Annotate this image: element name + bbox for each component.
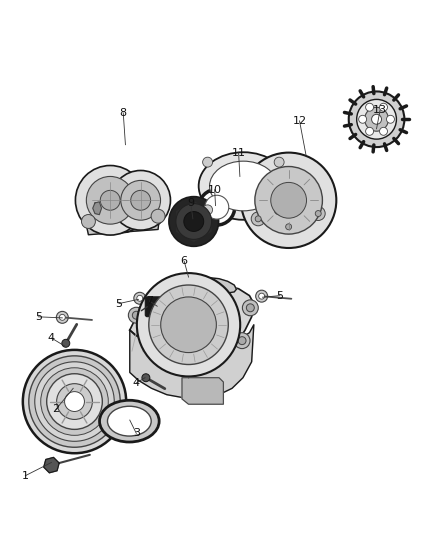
Text: 1: 1	[22, 471, 29, 481]
Circle shape	[364, 107, 389, 131]
Circle shape	[184, 212, 204, 231]
Circle shape	[29, 356, 120, 447]
Text: 4: 4	[48, 333, 55, 343]
Text: 5: 5	[35, 312, 42, 322]
Ellipse shape	[210, 161, 277, 211]
Ellipse shape	[199, 152, 288, 220]
Text: 5: 5	[115, 298, 122, 309]
Circle shape	[315, 211, 321, 216]
Circle shape	[131, 190, 151, 210]
Circle shape	[366, 127, 374, 135]
Circle shape	[349, 92, 404, 147]
Text: 9: 9	[187, 198, 194, 208]
Circle shape	[271, 182, 307, 218]
Circle shape	[255, 166, 322, 234]
Circle shape	[23, 350, 126, 453]
Circle shape	[142, 374, 150, 382]
Text: 5: 5	[276, 290, 283, 301]
Polygon shape	[44, 457, 59, 473]
Circle shape	[153, 338, 169, 354]
Circle shape	[64, 392, 85, 411]
Text: 7: 7	[146, 296, 153, 306]
Polygon shape	[182, 378, 223, 404]
Circle shape	[62, 340, 70, 348]
Circle shape	[286, 224, 292, 230]
Polygon shape	[256, 207, 319, 229]
Circle shape	[203, 157, 212, 167]
Text: 11: 11	[232, 148, 246, 158]
Circle shape	[241, 152, 336, 248]
Text: 10: 10	[208, 185, 222, 195]
Circle shape	[41, 368, 108, 435]
Circle shape	[234, 333, 250, 349]
Circle shape	[251, 212, 265, 226]
Polygon shape	[130, 282, 254, 356]
Circle shape	[161, 297, 216, 353]
Circle shape	[132, 311, 140, 319]
Polygon shape	[93, 202, 102, 215]
Circle shape	[134, 292, 146, 304]
Circle shape	[256, 290, 268, 302]
Circle shape	[47, 374, 102, 430]
Circle shape	[380, 127, 388, 135]
Circle shape	[371, 114, 381, 124]
Circle shape	[238, 337, 246, 345]
Circle shape	[59, 314, 65, 320]
Circle shape	[151, 209, 165, 223]
Circle shape	[86, 176, 134, 224]
Circle shape	[255, 216, 261, 222]
Text: 13: 13	[373, 105, 387, 115]
Circle shape	[357, 99, 396, 139]
Text: 2: 2	[52, 405, 60, 415]
Circle shape	[205, 195, 229, 219]
Polygon shape	[256, 179, 319, 233]
Circle shape	[137, 295, 143, 301]
Text: 8: 8	[120, 108, 127, 118]
Circle shape	[81, 214, 95, 229]
Circle shape	[380, 103, 388, 111]
Circle shape	[274, 205, 284, 215]
Circle shape	[137, 273, 240, 376]
Text: 3: 3	[133, 429, 140, 438]
Circle shape	[176, 204, 212, 239]
Circle shape	[203, 205, 212, 215]
Circle shape	[100, 190, 120, 210]
Circle shape	[57, 384, 92, 419]
Circle shape	[366, 103, 374, 111]
Circle shape	[128, 308, 144, 323]
Ellipse shape	[107, 406, 151, 436]
Circle shape	[311, 207, 325, 221]
Circle shape	[259, 293, 265, 299]
Circle shape	[111, 171, 170, 230]
Circle shape	[75, 166, 145, 235]
Circle shape	[274, 157, 284, 167]
Ellipse shape	[99, 400, 159, 442]
Circle shape	[121, 181, 161, 220]
FancyBboxPatch shape	[145, 297, 169, 317]
Circle shape	[149, 285, 228, 365]
Polygon shape	[177, 201, 211, 241]
Circle shape	[57, 311, 68, 324]
Circle shape	[157, 342, 165, 350]
Polygon shape	[130, 325, 254, 398]
Circle shape	[199, 189, 235, 225]
Text: 6: 6	[181, 256, 187, 266]
Polygon shape	[86, 191, 160, 233]
Polygon shape	[149, 277, 237, 296]
Circle shape	[242, 300, 258, 316]
Text: 12: 12	[293, 116, 307, 126]
Text: 4: 4	[133, 378, 140, 388]
Circle shape	[359, 115, 367, 123]
Circle shape	[169, 197, 219, 246]
Circle shape	[35, 362, 114, 441]
Polygon shape	[87, 214, 159, 235]
Circle shape	[282, 220, 296, 234]
Circle shape	[246, 304, 254, 312]
Circle shape	[386, 115, 395, 123]
